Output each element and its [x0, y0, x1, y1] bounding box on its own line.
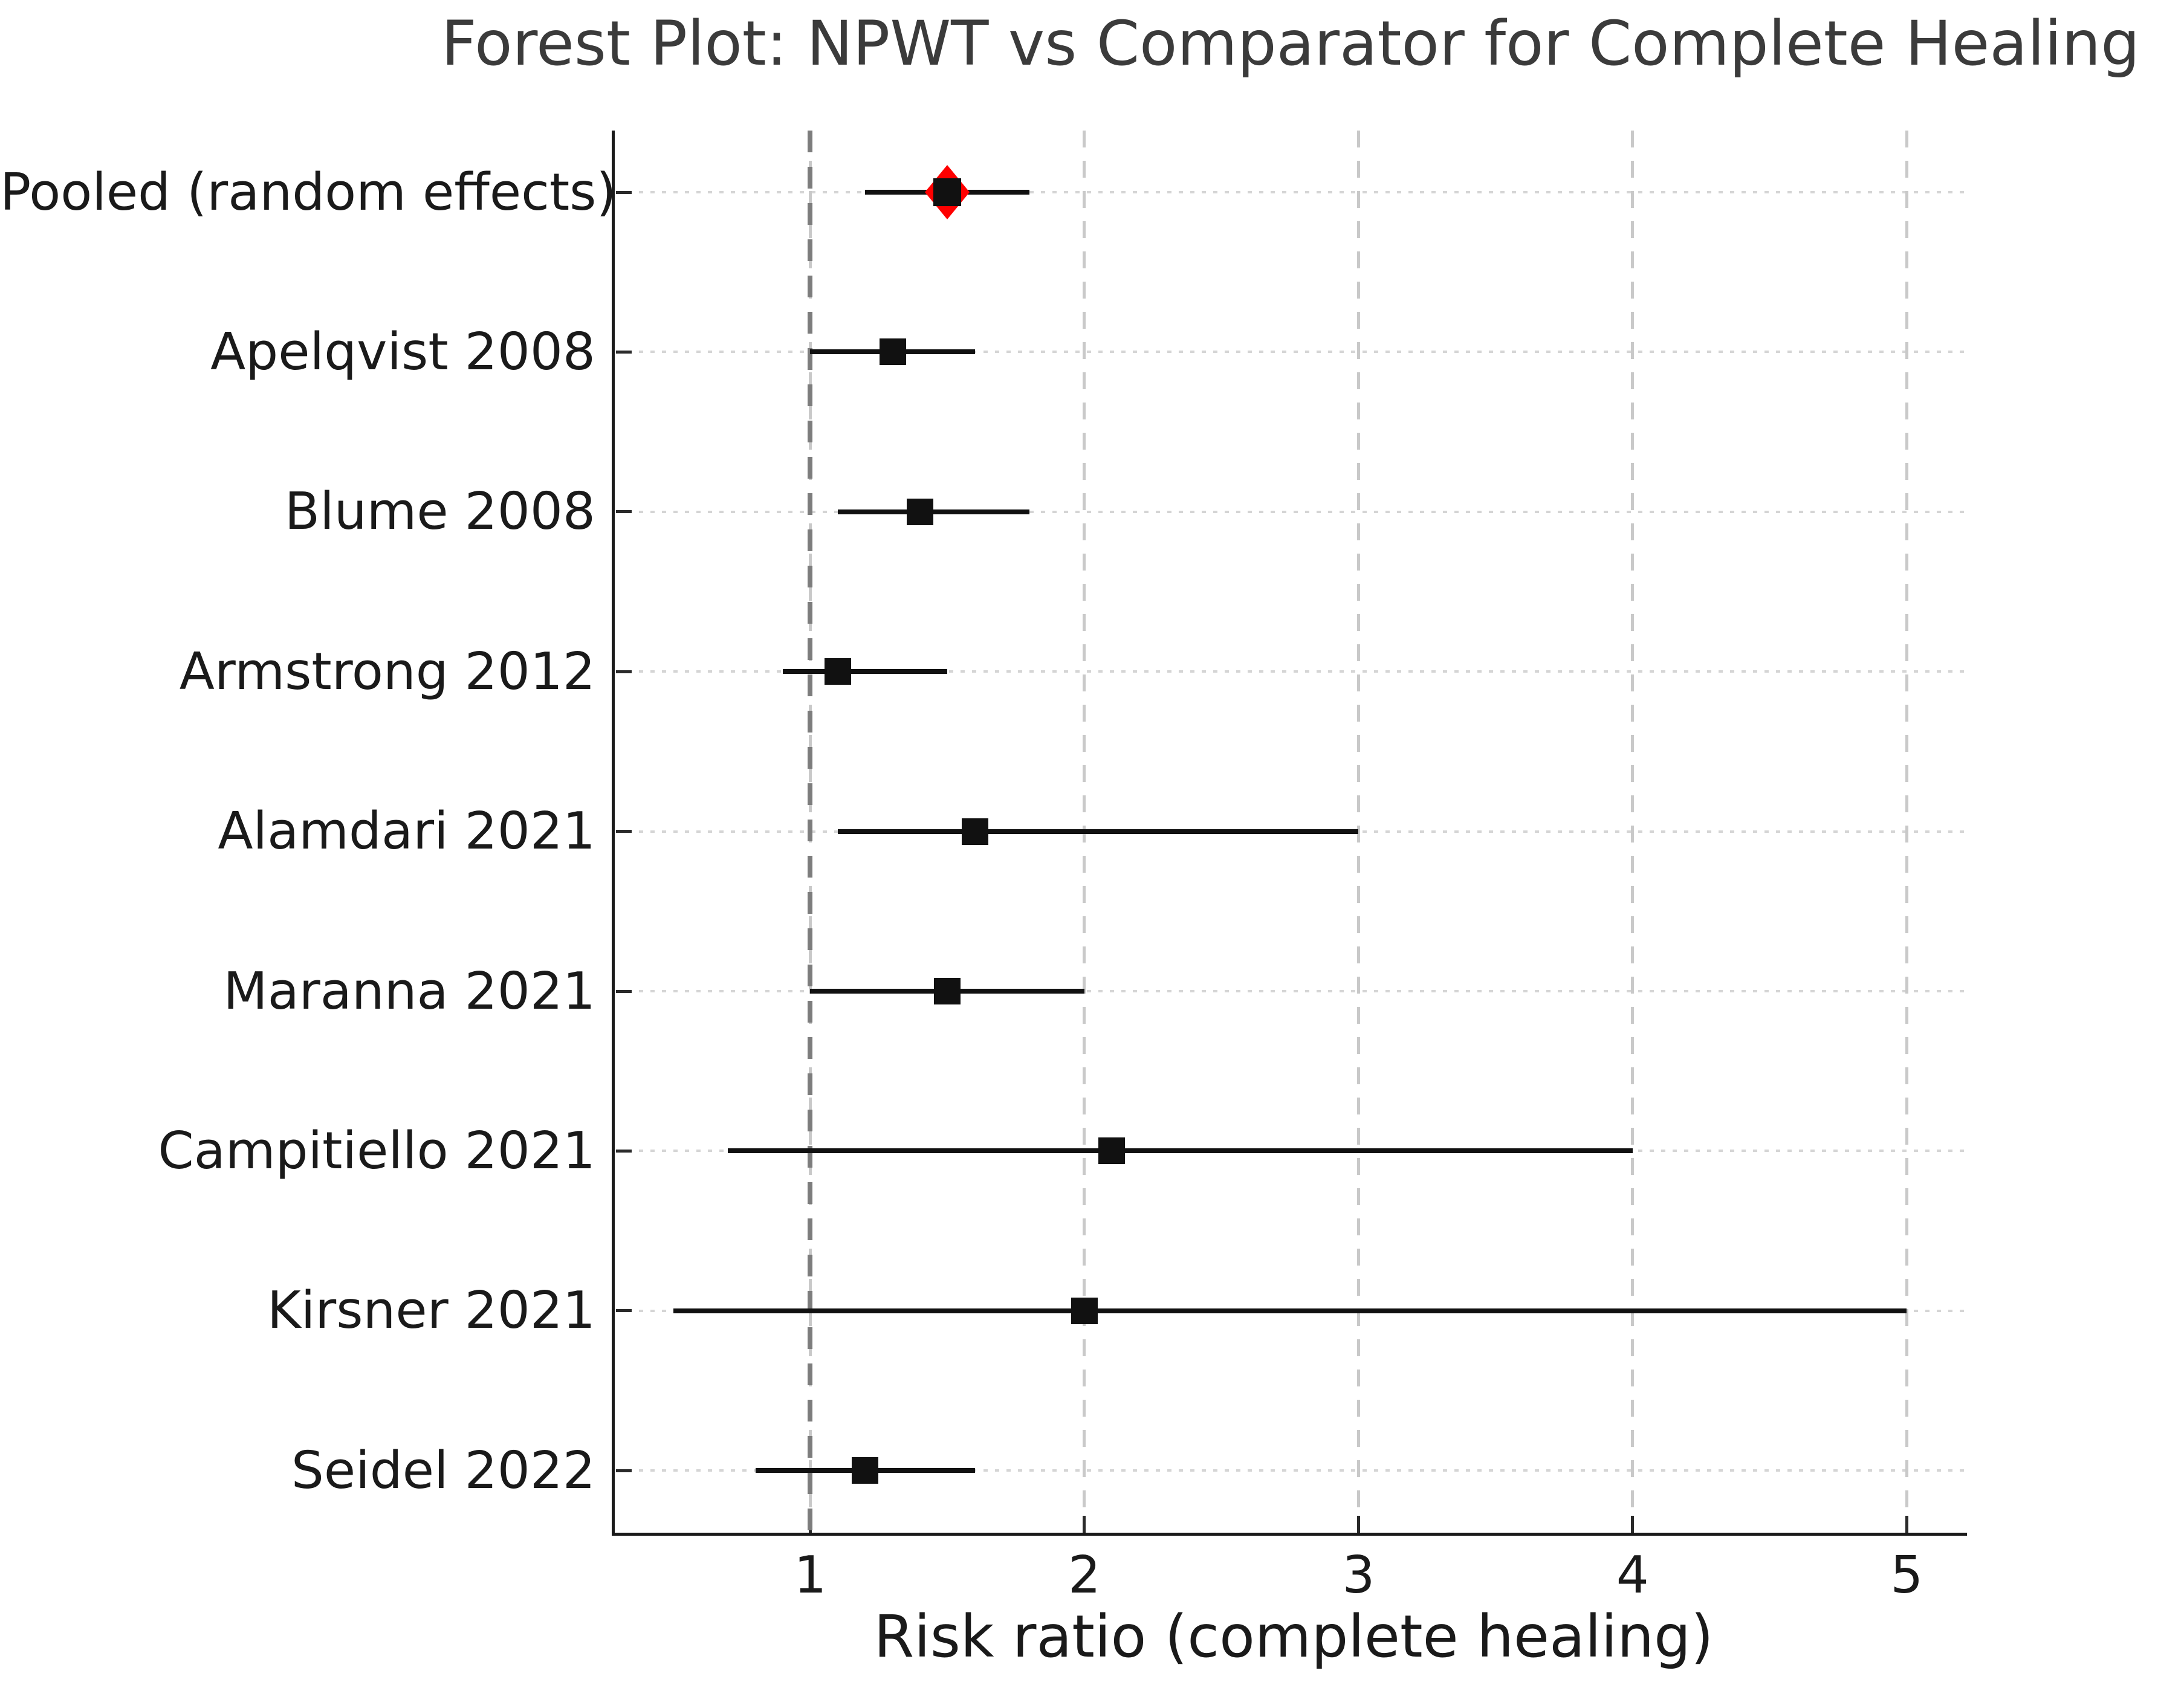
y-tick	[616, 190, 632, 194]
x-gridline	[1905, 131, 1908, 1534]
study-marker	[879, 338, 906, 366]
row-gridline	[616, 990, 1967, 992]
study-marker	[852, 1457, 879, 1484]
study-label: Armstrong 2012	[179, 641, 595, 702]
study-marker	[1098, 1137, 1126, 1165]
x-tick-label: 2	[1068, 1545, 1101, 1605]
y-axis-spine	[611, 131, 615, 1535]
study-marker	[961, 818, 988, 845]
ci-line	[837, 509, 1030, 514]
study-label: Alamdari 2021	[218, 801, 595, 862]
reference-line-rr1	[808, 131, 813, 1534]
x-tick	[1083, 1516, 1086, 1534]
row-gridline	[616, 191, 1967, 193]
x-gridline	[1631, 131, 1635, 1534]
study-label: Seidel 2022	[291, 1440, 595, 1501]
plot-title: Forest Plot: NPWT vs Comparator for Comp…	[441, 8, 2140, 80]
row-gridline	[616, 351, 1967, 354]
study-marker	[824, 658, 851, 685]
x-axis-spine	[611, 1533, 1967, 1536]
ci-line	[783, 669, 948, 674]
y-tick	[616, 1149, 632, 1153]
study-marker	[934, 978, 961, 1004]
ci-line	[837, 829, 1359, 834]
study-marker	[1071, 1297, 1098, 1324]
ci-line	[673, 1308, 1907, 1313]
study-label: Pooled (random effects)	[0, 162, 617, 222]
row-gridline	[616, 510, 1967, 513]
study-label: Blume 2008	[284, 482, 595, 542]
x-tick	[1356, 1516, 1360, 1534]
study-label: Kirsner 2021	[267, 1281, 595, 1341]
x-tick	[1631, 1516, 1635, 1534]
y-tick	[616, 1309, 632, 1313]
study-label: Maranna 2021	[223, 961, 595, 1021]
y-tick	[616, 989, 632, 993]
x-tick-label: 1	[794, 1545, 827, 1605]
pooled-marker	[933, 178, 962, 206]
y-tick	[616, 510, 632, 514]
x-tick-label: 5	[1890, 1545, 1923, 1605]
row-gridline	[616, 670, 1967, 673]
x-tick-label: 4	[1616, 1545, 1649, 1605]
x-axis-label: Risk ratio (complete healing)	[873, 1603, 1714, 1670]
y-tick	[616, 350, 632, 354]
x-gridline	[1356, 131, 1360, 1534]
y-tick	[616, 830, 632, 833]
study-label: Apelqvist 2008	[210, 322, 595, 382]
row-gridline	[616, 1469, 1967, 1472]
y-tick	[616, 1469, 632, 1472]
study-marker	[906, 498, 933, 525]
x-tick	[1905, 1516, 1908, 1534]
x-tick-label: 3	[1342, 1545, 1375, 1605]
y-tick	[616, 670, 632, 673]
ci-line	[728, 1148, 1633, 1154]
study-label: Campitiello 2021	[158, 1121, 595, 1181]
